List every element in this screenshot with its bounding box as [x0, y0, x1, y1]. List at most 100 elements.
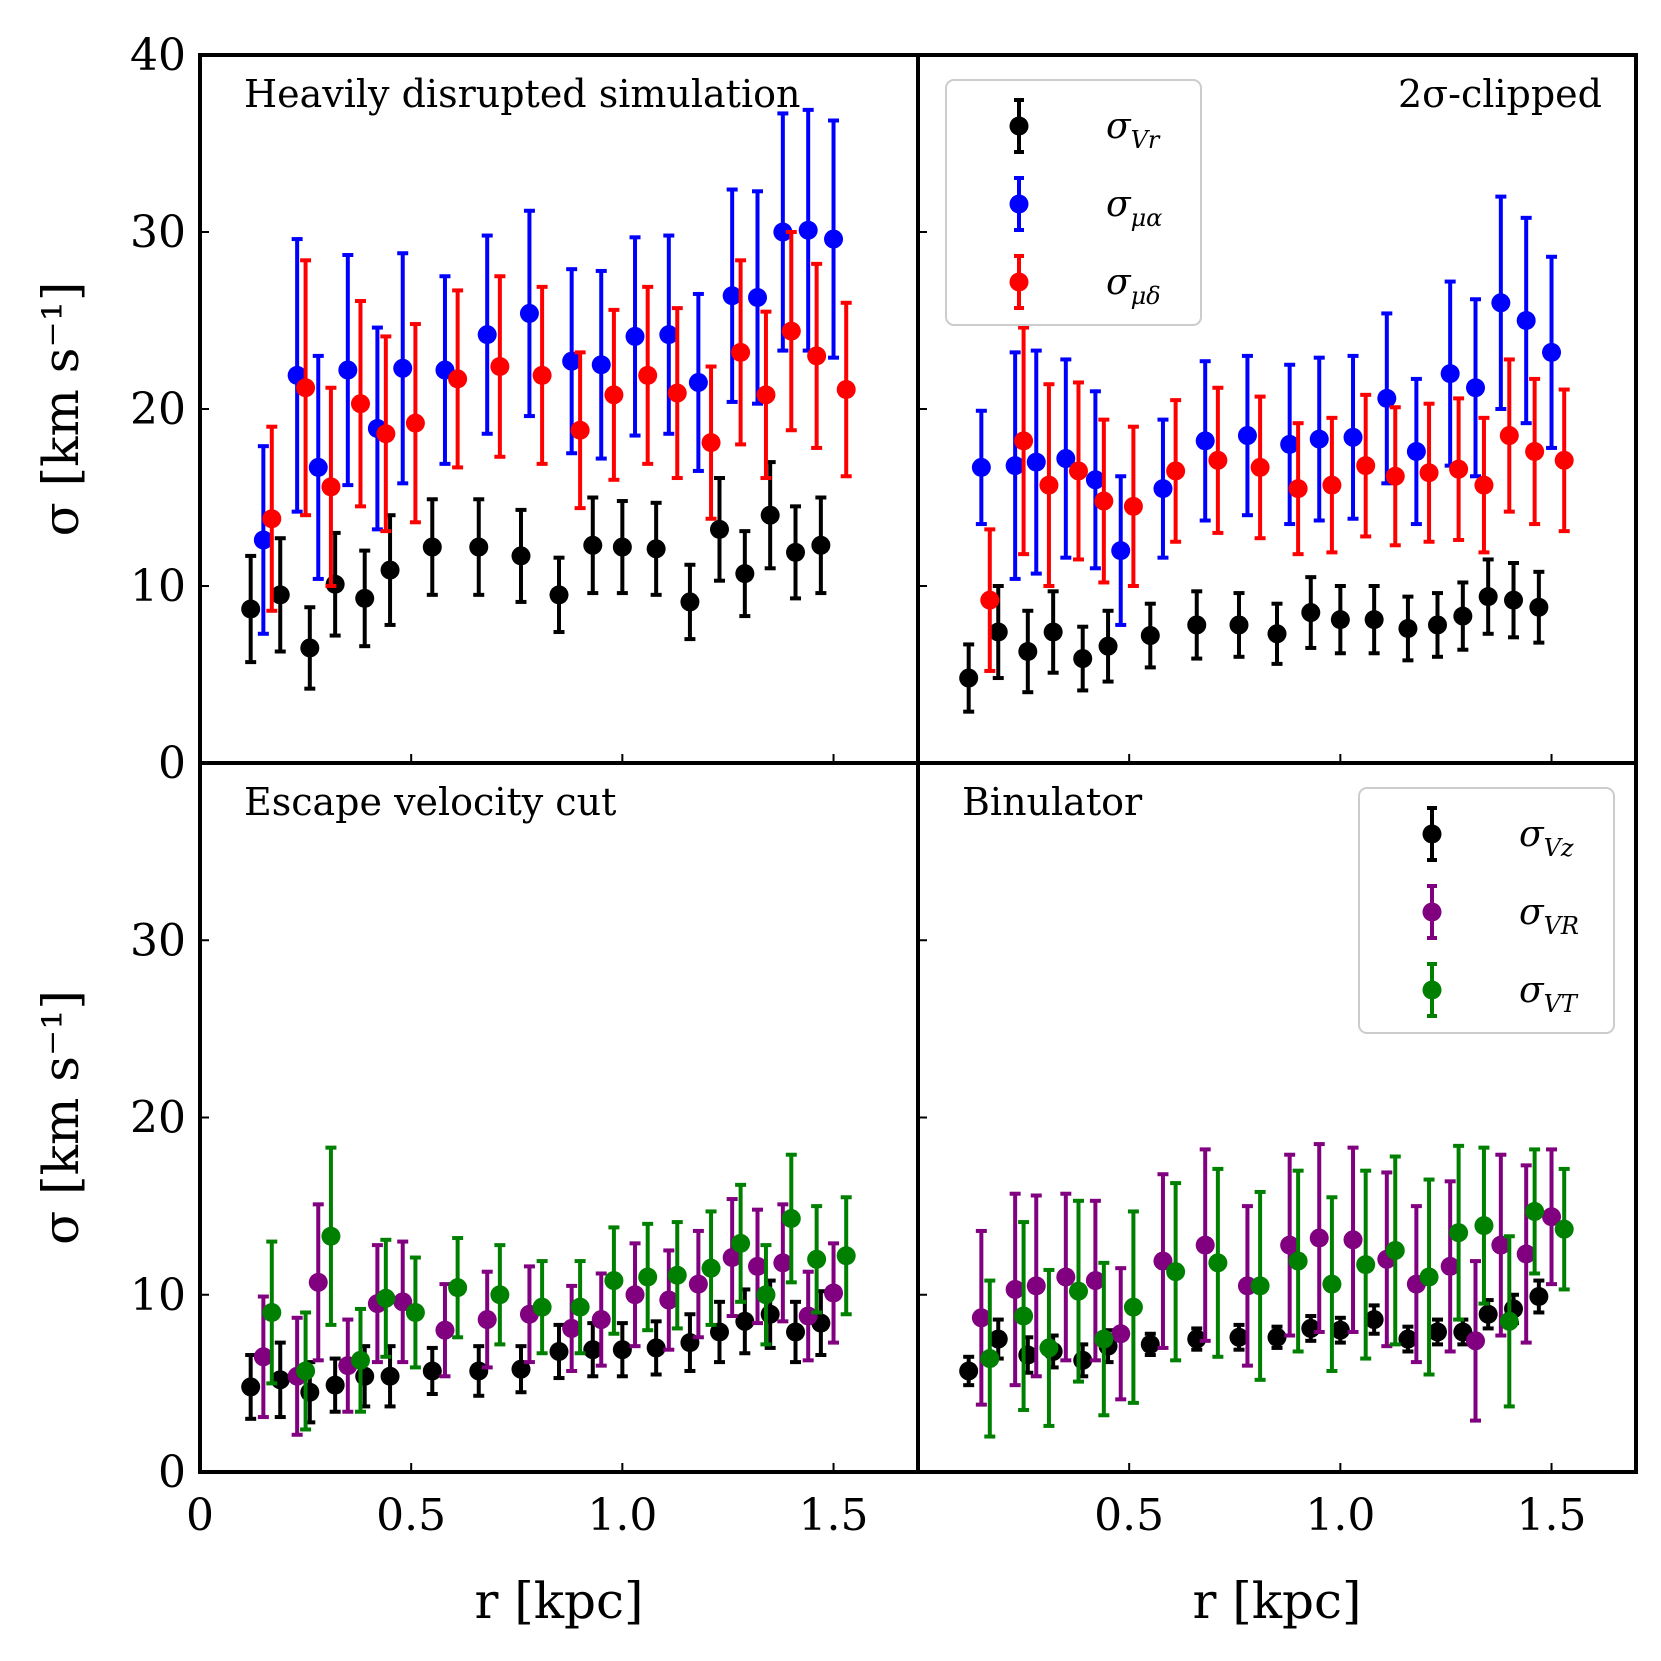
legend-label-sub: VT — [1544, 990, 1579, 1018]
data-point — [376, 424, 396, 444]
data-point — [1085, 1271, 1105, 1291]
data-point — [1039, 1338, 1059, 1358]
data-point — [350, 394, 370, 414]
data-point — [262, 509, 282, 529]
data-point — [688, 1274, 708, 1294]
data-point — [971, 457, 991, 477]
data-point — [1280, 434, 1300, 454]
data-point — [308, 457, 328, 477]
data-point — [1356, 456, 1376, 476]
legend-label-sub: VR — [1544, 912, 1579, 940]
data-point — [1499, 1311, 1519, 1331]
data-point — [773, 1253, 793, 1273]
data-point — [638, 1267, 658, 1287]
data-point — [1398, 618, 1418, 638]
data-point — [1491, 293, 1511, 313]
data-point — [1516, 1244, 1536, 1264]
data-point — [355, 588, 375, 608]
data-point — [1554, 1219, 1574, 1239]
data-point — [1478, 1304, 1498, 1324]
data-point — [1026, 452, 1046, 472]
data-point — [1014, 431, 1034, 451]
data-point — [722, 286, 742, 306]
data-point — [1309, 429, 1329, 449]
series-top-left-0 — [241, 460, 831, 691]
panel-top-left: Heavily disrupted simulation — [198, 53, 920, 765]
x-tick-label: 1.0 — [1305, 1490, 1375, 1541]
legend-label-base: σ — [1519, 814, 1545, 855]
data-point — [1250, 1276, 1270, 1296]
series-top-right-2 — [980, 325, 1574, 673]
y-tick-label: 10 — [130, 561, 186, 612]
data-point — [477, 1310, 497, 1330]
data-point — [824, 229, 844, 249]
data-point — [731, 342, 751, 362]
data-point — [262, 1302, 282, 1322]
data-point — [1529, 1287, 1549, 1307]
data-point — [296, 378, 316, 398]
data-point — [1427, 1322, 1447, 1342]
data-point — [781, 1209, 801, 1229]
data-point — [583, 1340, 603, 1360]
series-top-right-0 — [959, 557, 1549, 714]
y-tick-label: 20 — [130, 1093, 186, 1144]
legend-marker — [1009, 272, 1029, 292]
series-bottom-right-2 — [980, 1143, 1574, 1439]
legend-entry: σVz — [1422, 806, 1574, 862]
data-point — [980, 1349, 1000, 1369]
data-point — [646, 1338, 666, 1358]
data-point — [980, 590, 1000, 610]
data-point — [1094, 1329, 1114, 1349]
data-point — [1153, 1251, 1173, 1271]
legend-marker — [1422, 824, 1442, 844]
legend-label: σVr — [1106, 106, 1161, 154]
data-point — [1237, 426, 1257, 446]
legend-label-base: σ — [1519, 892, 1545, 933]
legend-entry: σμα — [1009, 176, 1162, 232]
data-point — [612, 1340, 632, 1360]
legend-label: σμδ — [1106, 262, 1161, 310]
legend-label-sub: Vr — [1131, 126, 1161, 154]
data-point — [1449, 459, 1469, 479]
panel-bottom-left: Escape velocity cut — [198, 761, 920, 1474]
data-point — [490, 1285, 510, 1305]
data-point — [1073, 649, 1093, 669]
data-point — [786, 542, 806, 562]
data-point — [591, 1310, 611, 1330]
data-point — [1466, 378, 1486, 398]
data-point — [1123, 496, 1143, 516]
data-point — [321, 1226, 341, 1246]
x-tick-label: 1.0 — [587, 1490, 657, 1541]
data-point — [519, 303, 539, 323]
data-point — [1267, 624, 1287, 644]
data-point — [1343, 1230, 1363, 1250]
data-point — [807, 1249, 827, 1269]
data-point — [748, 287, 768, 307]
data-point — [709, 519, 729, 539]
legend-entry: σVT — [1422, 962, 1579, 1018]
data-point — [1385, 1240, 1405, 1260]
data-point — [625, 326, 645, 346]
data-point — [253, 530, 273, 550]
data-point — [709, 1322, 729, 1342]
data-point — [1466, 1331, 1486, 1351]
data-point — [735, 564, 755, 584]
data-point — [1398, 1329, 1418, 1349]
data-point — [422, 1361, 442, 1381]
data-point — [300, 1382, 320, 1402]
data-point — [1440, 1256, 1460, 1276]
data-point — [722, 1248, 742, 1268]
series-top-right-1 — [971, 194, 1562, 627]
data-point — [1322, 1274, 1342, 1294]
data-point — [562, 1318, 582, 1338]
data-point — [701, 1258, 721, 1278]
x-axis-label: r [kpc] — [474, 1572, 643, 1630]
data-point — [811, 535, 831, 555]
data-point — [1280, 1235, 1300, 1255]
data-point — [1364, 1310, 1384, 1330]
data-point — [1153, 479, 1173, 499]
data-point — [296, 1361, 316, 1381]
data-point — [1529, 597, 1549, 617]
data-point — [680, 592, 700, 612]
data-point — [570, 1297, 590, 1317]
